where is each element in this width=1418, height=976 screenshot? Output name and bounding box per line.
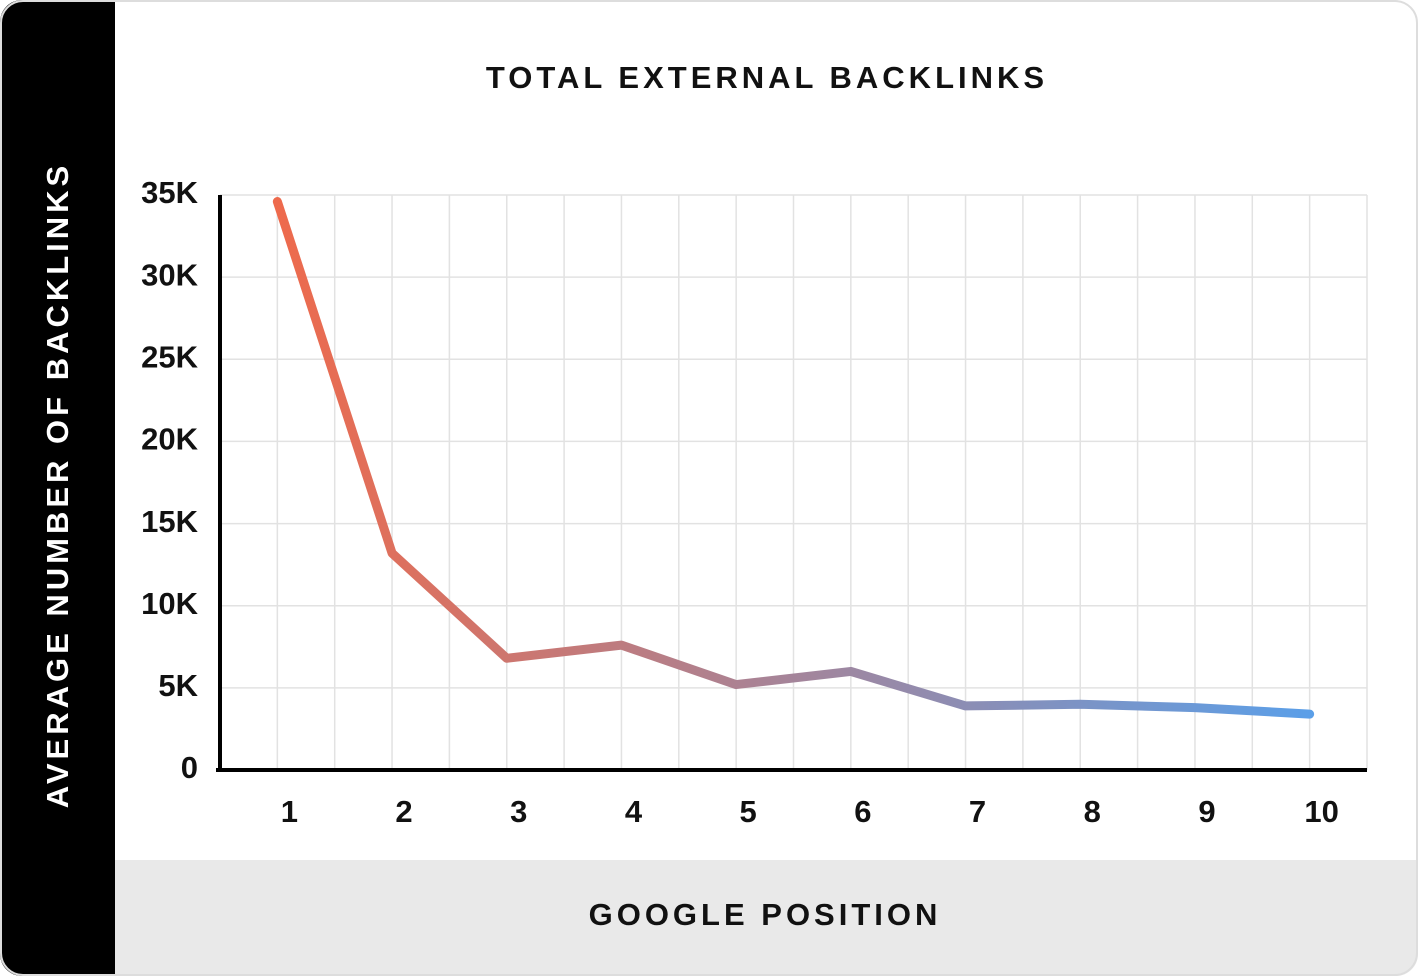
x-tick-label: 9 xyxy=(1198,794,1215,829)
y-tick-label: 20K xyxy=(141,422,198,457)
x-tick-label: 2 xyxy=(395,794,412,829)
x-axis-title: GOOGLE POSITION xyxy=(589,897,942,932)
x-tick-label: 6 xyxy=(854,794,871,829)
side-panel xyxy=(0,0,115,976)
chart-title: TOTAL EXTERNAL BACKLINKS xyxy=(486,60,1048,95)
bottom-panel xyxy=(115,860,1418,976)
x-tick-label: 4 xyxy=(625,794,643,829)
y-tick-label: 5K xyxy=(158,668,198,703)
y-tick-label: 35K xyxy=(141,175,198,210)
x-tick-label: 1 xyxy=(281,794,298,829)
y-tick-label: 0 xyxy=(181,750,198,785)
x-tick-label: 7 xyxy=(969,794,986,829)
x-tick-label: 3 xyxy=(510,794,527,829)
y-tick-label: 25K xyxy=(141,339,198,374)
x-tick-label: 5 xyxy=(740,794,757,829)
plot: 0 5K 10K 15K 20K 25K 30K 35K 1 2 3 4 5 6 7 8 9 10 xyxy=(141,175,1368,829)
y-tick-label: 10K xyxy=(141,586,198,621)
y-axis-title: AVERAGE NUMBER OF BACKLINKS xyxy=(40,162,75,809)
y-tick-label: 30K xyxy=(141,257,198,292)
line xyxy=(272,197,1315,719)
x-tick-label: 10 xyxy=(1304,794,1338,829)
x-tick-label: 8 xyxy=(1084,794,1101,829)
y-tick-label: 15K xyxy=(141,504,198,539)
